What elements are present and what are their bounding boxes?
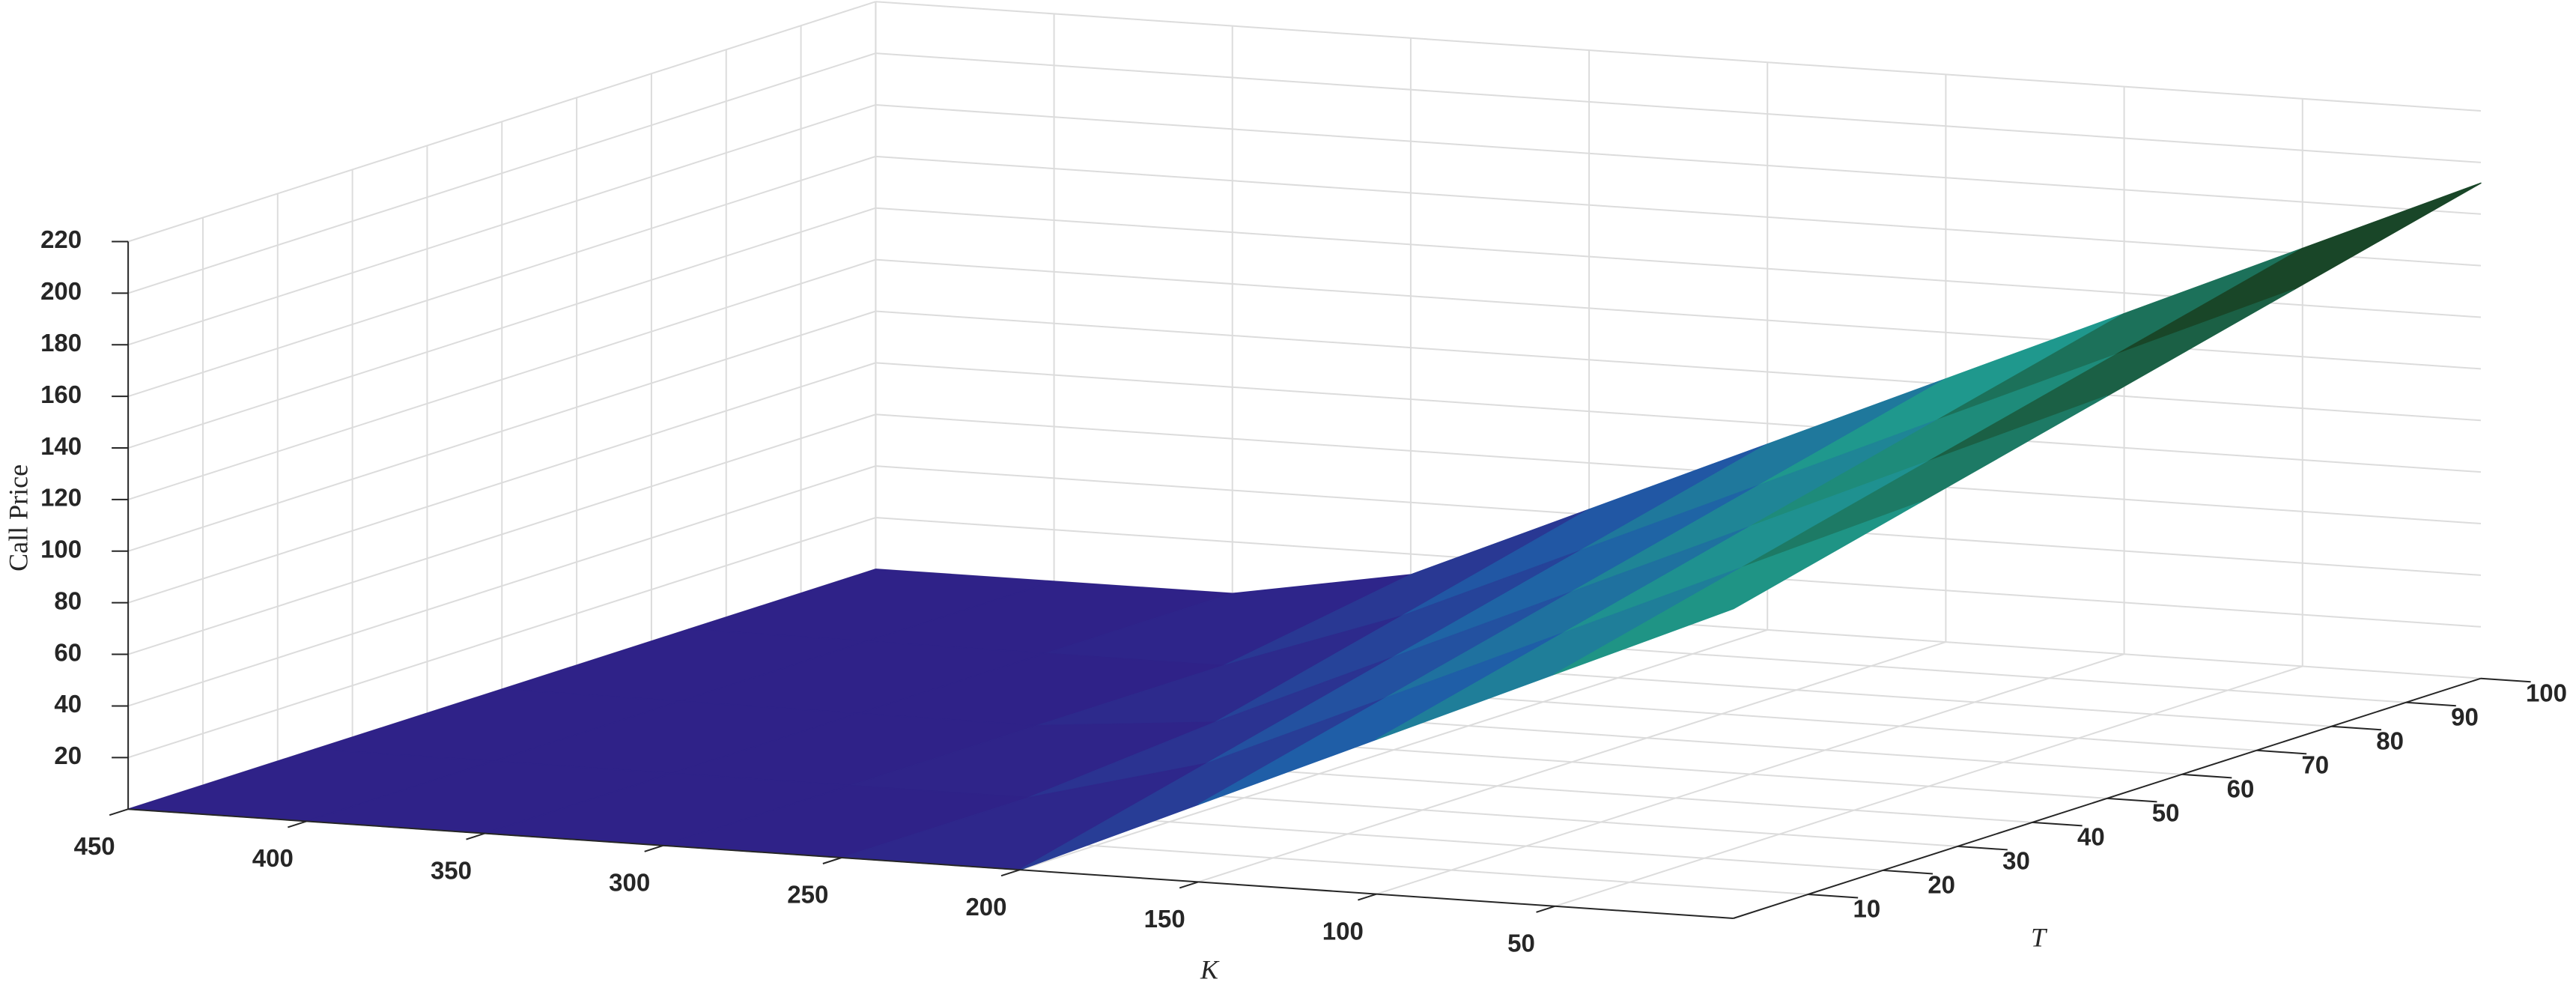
z-grid-line [875,155,2482,267]
y-tick-label: 30 [2002,847,2030,875]
z-tick-label: 200 [40,277,82,305]
y-tick-label: 40 [2077,823,2105,851]
y-tick-label: 10 [1853,895,1880,923]
z-grid-line [875,1,2482,112]
y-tick [2406,701,2456,707]
z-grid-line [875,52,2482,163]
x-tick [1000,869,1021,877]
y-tick [2480,677,2531,683]
z-tick-label: 40 [54,690,82,718]
x-tick-label: 350 [431,856,472,884]
surface-patch [1936,247,2303,421]
y-tick [2331,725,2382,731]
z-grid-line [875,258,2482,370]
y-tick [1808,893,1859,899]
z-tick-label: 60 [54,638,82,666]
x-tick [1358,893,1377,901]
x-tick-label: 300 [609,869,650,897]
y-tick [2032,821,2083,827]
y-tick [1957,845,2008,851]
z-tick-label: 100 [40,536,82,563]
z-axis-label: Call Price [3,464,33,572]
y-tick-label: 100 [2526,679,2567,706]
axes: 50 100 150 200 250 300 350 400 450 10 20 30 40 50 60 70… [3,225,2567,984]
y-tick-label: 60 [2227,775,2255,803]
surface-patch [2115,182,2482,356]
y-tick-label: 50 [2152,799,2180,827]
y-tick-label: 90 [2451,703,2479,730]
z-tick-label: 20 [54,742,82,769]
surface [127,182,2482,870]
x-axis [128,808,1734,919]
x-tick-label: 400 [252,844,294,872]
z-tick-label: 80 [54,587,82,614]
y-tick [2256,749,2307,755]
x-tick-label: 450 [74,832,115,860]
z-tick-label: 220 [40,225,82,253]
x-tick-label: 150 [1144,905,1185,933]
y-tick-label: 80 [2376,727,2404,754]
x-tick [1536,905,1555,913]
y-tick [2106,797,2157,803]
z-grid-line [875,103,2482,215]
z-tick-label: 180 [40,329,82,357]
z-tick-label: 140 [40,432,82,460]
x-tick [1179,881,1199,889]
z-grid-line [875,362,2482,473]
z-tick-label: 160 [40,381,82,408]
x-tick-label: 250 [787,881,828,909]
x-tick [109,808,129,816]
z-grid-line [875,310,2482,422]
z-tick-label: 120 [40,484,82,512]
y-tick [2181,773,2232,779]
x-tick [644,844,663,852]
x-tick [288,820,307,828]
x-axis-label: K [1200,954,1220,984]
x-tick-label: 50 [1507,930,1535,957]
y-tick-label: 20 [1928,871,1955,899]
y-tick [1883,869,1933,875]
x-tick-label: 100 [1322,917,1364,945]
x-tick [822,857,842,864]
y-tick-label: 70 [2301,751,2329,779]
y-axis-label: T [2031,922,2048,952]
surface-patch [1554,501,1921,675]
x-tick-label: 200 [965,893,1006,921]
z-grid-line [875,413,2482,525]
x-tick [466,832,485,840]
